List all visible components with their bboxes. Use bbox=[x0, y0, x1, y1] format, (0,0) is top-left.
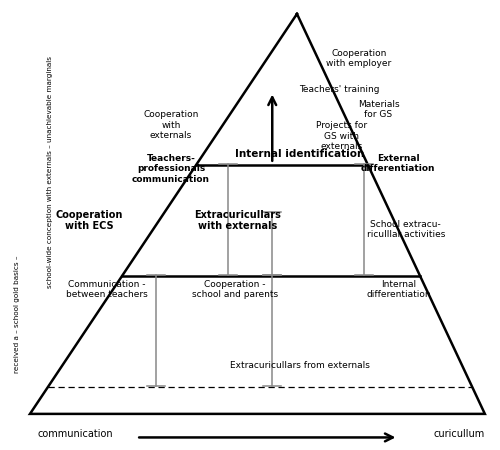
Text: school-wide conception with externals – unachievable marginals: school-wide conception with externals – … bbox=[46, 56, 53, 288]
Text: School extracu-
riculllar activities: School extracu- riculllar activities bbox=[366, 220, 445, 239]
Text: curicullum: curicullum bbox=[434, 429, 485, 439]
Text: Cooperation -
school and parents: Cooperation - school and parents bbox=[192, 280, 278, 299]
Text: Extracuricullars from externals: Extracuricullars from externals bbox=[230, 360, 370, 369]
Text: Cooperation
with ECS: Cooperation with ECS bbox=[56, 210, 123, 231]
Text: Cooperation
with
externals: Cooperation with externals bbox=[143, 110, 199, 140]
Text: Projects for
GS with
externals: Projects for GS with externals bbox=[316, 121, 367, 151]
Text: received a – school gold basics –: received a – school gold basics – bbox=[14, 255, 20, 373]
Text: Teachers' training: Teachers' training bbox=[299, 85, 380, 94]
Text: Internal identification: Internal identification bbox=[235, 149, 364, 159]
Text: Materials
for GS: Materials for GS bbox=[358, 100, 400, 119]
Text: Teachers-
professionals
communication: Teachers- professionals communication bbox=[132, 154, 210, 184]
Text: communication: communication bbox=[38, 429, 113, 439]
Text: External
differentiation: External differentiation bbox=[361, 154, 436, 173]
Text: Internal
differentiation: Internal differentiation bbox=[366, 280, 430, 299]
Text: Communication -
between teachers: Communication - between teachers bbox=[66, 280, 148, 299]
Text: Cooperation
with employer: Cooperation with employer bbox=[326, 49, 392, 68]
Text: Extracuricullars
with externals: Extracuricullars with externals bbox=[194, 210, 281, 231]
